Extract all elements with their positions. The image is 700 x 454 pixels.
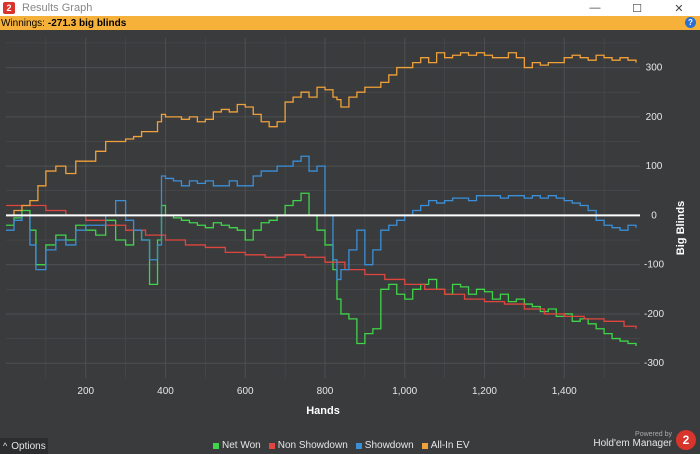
y-axis-ticks: 300 200 100 0 -100 -200 -300 (644, 63, 664, 370)
legend-item-all-in-ev[interactable]: All-In EV (421, 440, 470, 451)
legend-label: Showdown (364, 440, 414, 451)
maximize-button[interactable]: ☐ (632, 2, 642, 15)
y-tick-label: 0 (651, 210, 657, 221)
plot-area (6, 38, 640, 378)
x-tick-label: 800 (317, 386, 334, 397)
legend-item-showdown[interactable]: Showdown (355, 440, 414, 451)
series-line-all-in-ev (6, 52, 637, 217)
legend-label: Non Showdown (277, 440, 348, 451)
brand-name: Hold'em Manager (593, 438, 672, 449)
hem-logo-icon: 2 (676, 430, 696, 450)
winnings-value: -271.3 big blinds (47, 17, 127, 29)
legend-swatch (421, 442, 428, 449)
legend-swatch (268, 442, 275, 449)
x-tick-label: 1,200 (472, 386, 497, 397)
x-axis-ticks: 200 400 600 800 1,000 1,200 1,400 (77, 386, 577, 397)
legend-label: Net Won (222, 440, 261, 451)
options-label: Options (11, 440, 46, 452)
winnings-label: Winnings: (1, 17, 45, 29)
y-tick-label: 300 (646, 63, 663, 74)
brand: Powered by Hold'em Manager 2 (593, 430, 696, 450)
y-tick-label: -300 (644, 358, 664, 369)
chevron-up-icon: ^ (3, 441, 8, 451)
series-line-showdown (6, 155, 637, 281)
app-logo-icon: 2 (3, 2, 15, 14)
chart-series (6, 52, 640, 346)
legend-label: All-In EV (430, 440, 470, 451)
x-tick-label: 600 (237, 386, 254, 397)
y-tick-label: 200 (646, 112, 663, 123)
legend-swatch (355, 442, 362, 449)
close-button[interactable]: ✕ (674, 2, 684, 15)
powered-by-label: Powered by (635, 431, 672, 438)
winnings-bar: Winnings: -271.3 big blinds ? (0, 16, 700, 30)
window-controls: — ☐ ✕ (574, 0, 700, 16)
y-axis-title: Big Blinds (675, 201, 687, 255)
y-tick-label: 100 (646, 161, 663, 172)
chart-legend: Net Won Non Showdown Showdown All-In EV (213, 440, 470, 451)
x-axis-title: Hands (306, 405, 340, 417)
x-tick-label: 1,400 (552, 386, 577, 397)
options-button[interactable]: ^ Options (0, 438, 48, 454)
minimize-button[interactable]: — (589, 2, 601, 14)
legend-swatch (213, 442, 219, 449)
y-tick-label: -100 (644, 260, 664, 271)
y-tick-label: -200 (644, 309, 664, 320)
legend-item-non-showdown[interactable]: Non Showdown (268, 440, 348, 451)
x-tick-label: 200 (77, 386, 94, 397)
legend-item-net-won[interactable]: Net Won (213, 440, 261, 451)
help-icon[interactable]: ? (685, 17, 696, 28)
x-tick-label: 1,000 (392, 386, 417, 397)
window-title: Results Graph (22, 2, 93, 14)
series-line-non-showdown (6, 204, 637, 329)
results-chart: 200 400 600 800 1,000 1,200 1,400 300 200 100 0 -1… (6, 38, 687, 417)
title-bar: 2 Results Graph — ☐ ✕ (0, 0, 700, 16)
x-tick-label: 400 (157, 386, 174, 397)
